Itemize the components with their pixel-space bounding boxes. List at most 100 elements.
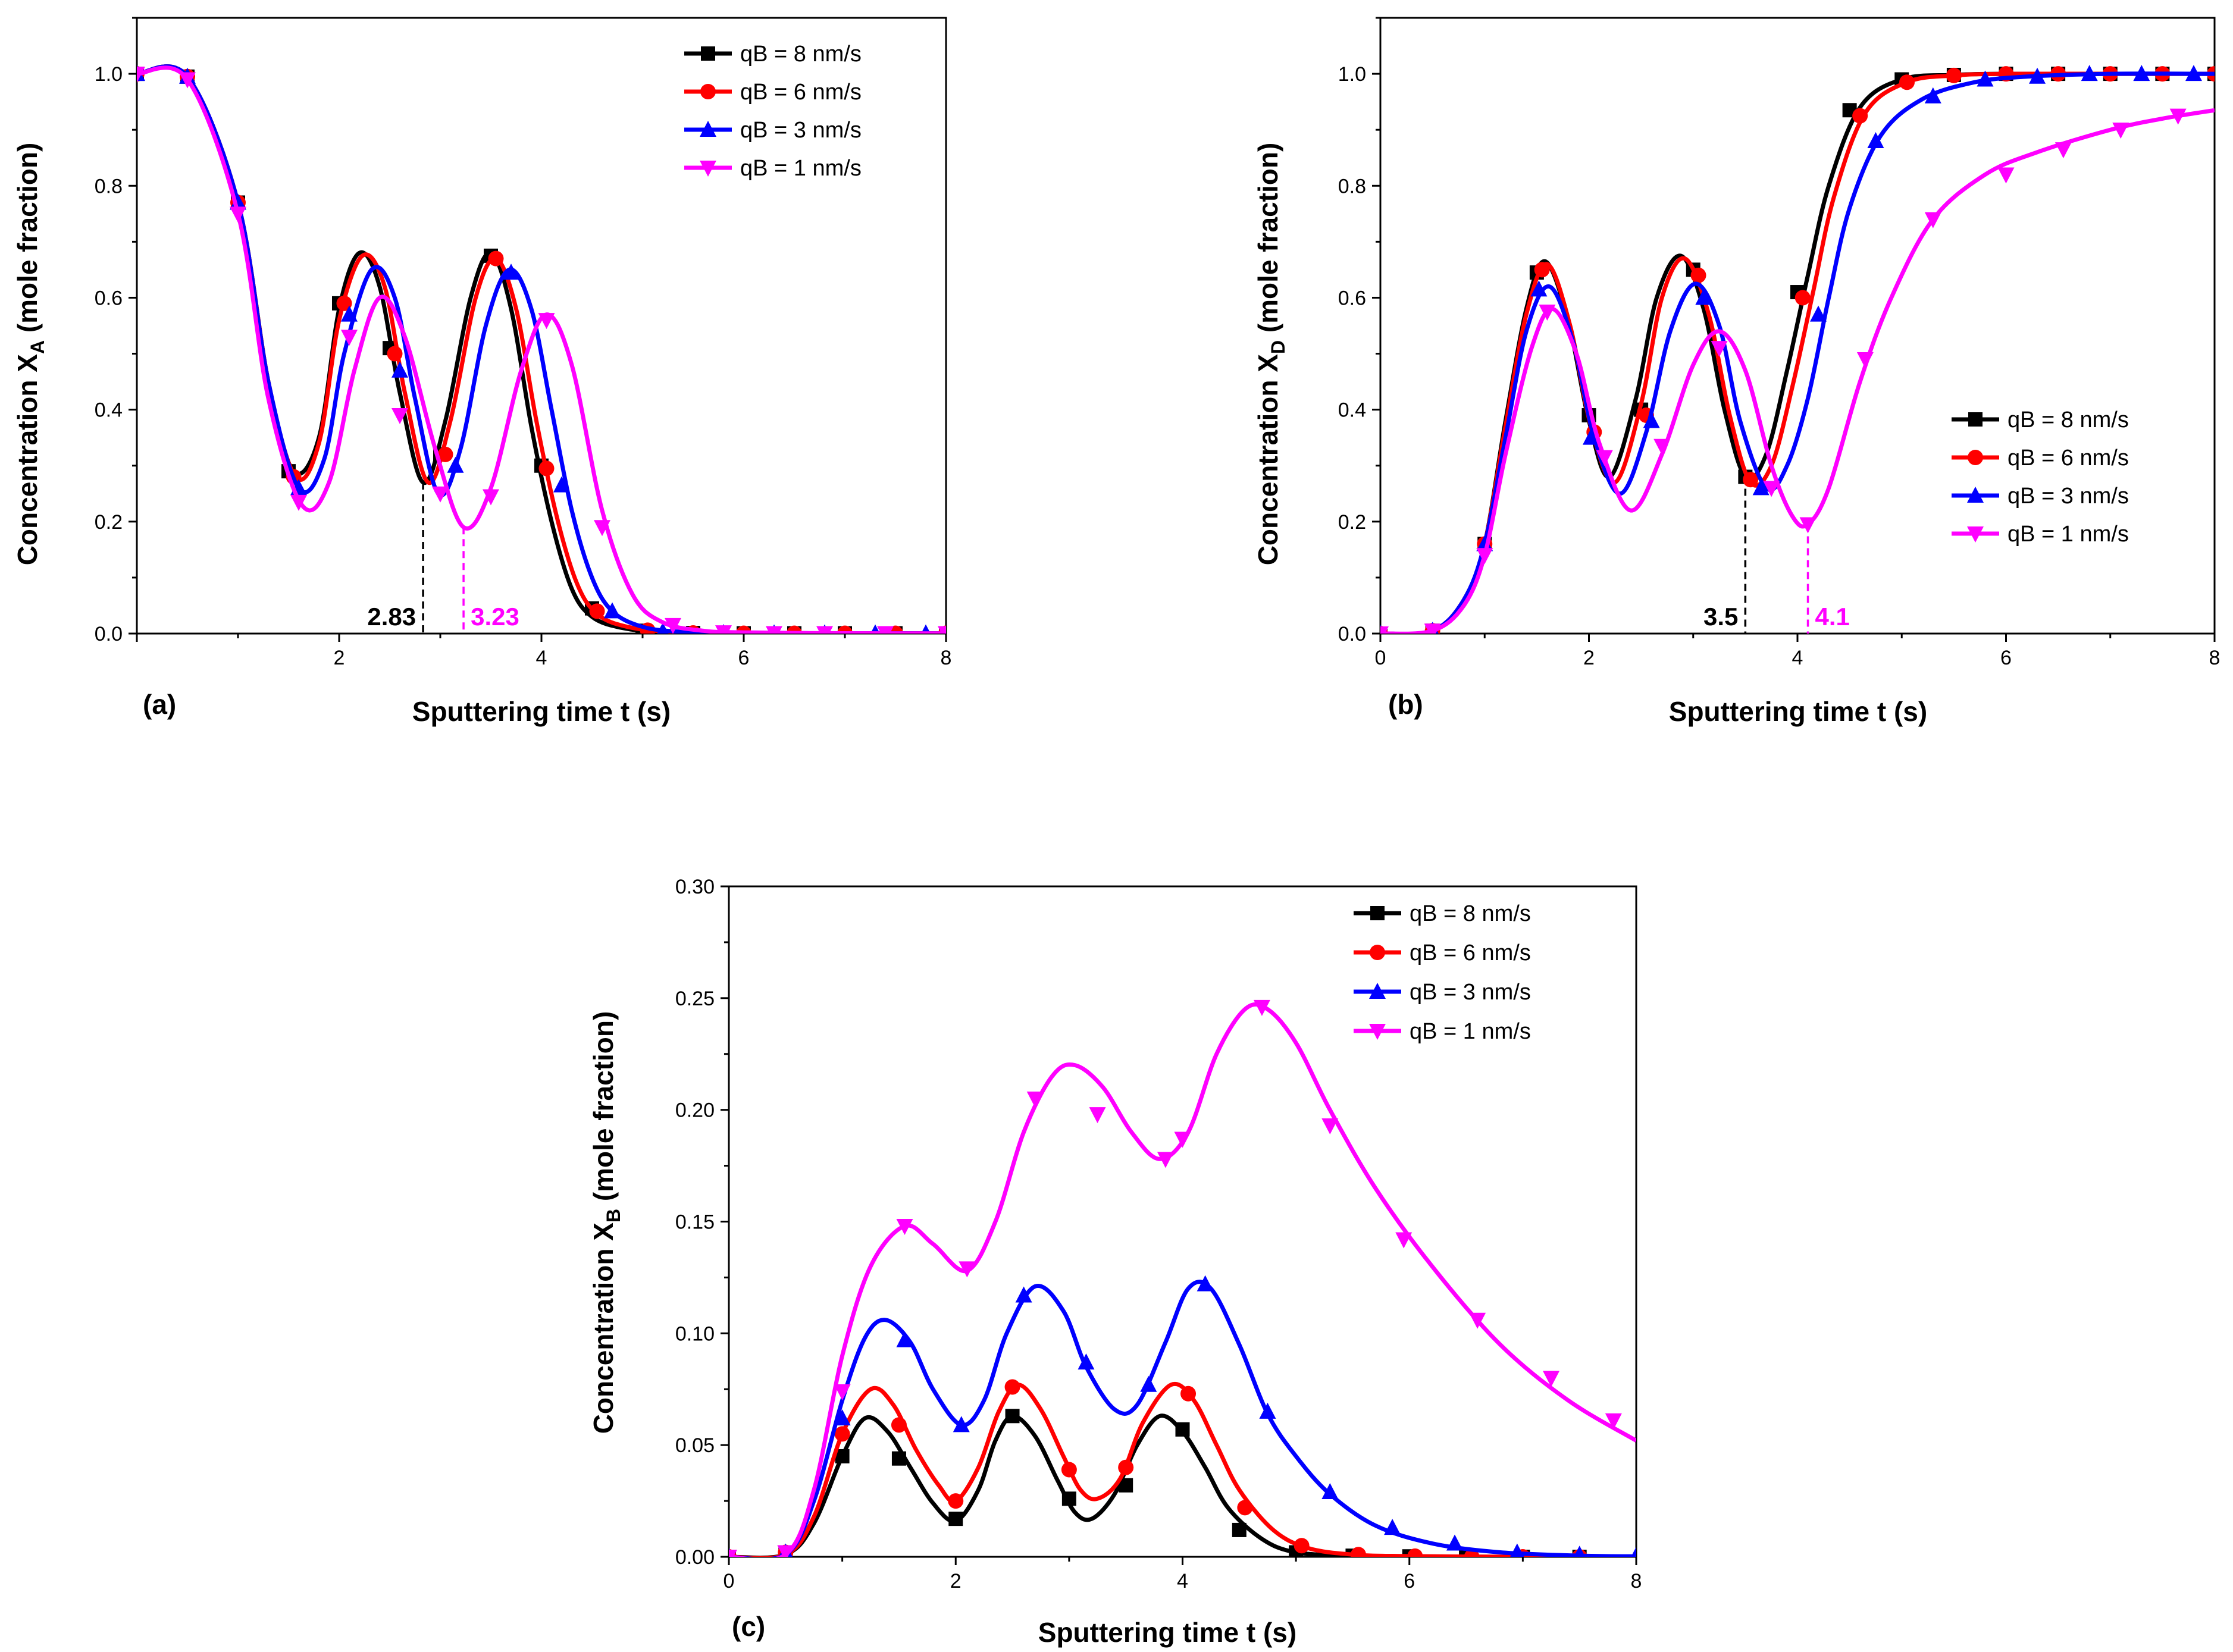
data-point-marker (1530, 280, 1548, 297)
x-tick-label: 6 (2000, 647, 2012, 669)
data-point-marker (594, 520, 610, 537)
data-point-marker (877, 626, 894, 634)
data-point-marker (1852, 108, 1868, 124)
data-point-marker (1424, 623, 1441, 634)
data-point-marker (538, 460, 555, 477)
legend-marker (1968, 450, 1983, 465)
data-point-marker (1695, 289, 1712, 305)
data-point-marker (1446, 1534, 1463, 1551)
legend-label: qB = 6 nm/s (2007, 446, 2129, 471)
legend-label: qB = 1 nm/s (1410, 1019, 1531, 1044)
legend-marker (1968, 412, 1983, 427)
data-point-marker (1763, 481, 1780, 497)
data-point-marker (1174, 1131, 1191, 1148)
data-point-marker (891, 1451, 906, 1466)
data-point-marker (1026, 1091, 1044, 1108)
data-point-marker (1534, 262, 1550, 278)
annotation-label: 4.1 (1815, 603, 1850, 631)
data-point-marker (1856, 352, 1874, 368)
data-point-marker (392, 361, 408, 378)
x-tick-label: 6 (738, 647, 750, 669)
data-point-marker (1543, 1371, 1560, 1387)
data-point-marker (715, 625, 732, 634)
data-point-marker (1321, 1118, 1339, 1134)
y-tick-label: 0.8 (1338, 175, 1366, 198)
series-line (1380, 108, 2215, 634)
y-tick-label: 0.05 (675, 1434, 715, 1457)
data-point-marker (896, 1219, 913, 1236)
legend-label: qB = 3 nm/s (1410, 980, 1531, 1005)
data-point-marker (729, 1550, 737, 1557)
legend-label: qB = 6 nm/s (1410, 941, 1531, 966)
y-tick-label: 0.0 (95, 623, 123, 645)
data-point-marker (341, 305, 358, 322)
data-point-marker (1631, 1547, 1636, 1557)
data-point-marker (1004, 1379, 1020, 1395)
data-point-marker (179, 72, 196, 89)
y-axis-label-suffix: (mole fraction) (12, 143, 43, 340)
data-point-marker (834, 1384, 851, 1401)
legend-label: qB = 1 nm/s (2007, 522, 2129, 547)
legend-marker (1369, 983, 1386, 999)
data-point-marker (2185, 65, 2202, 81)
data-point-marker (483, 489, 499, 506)
y-tick-label: 0.15 (675, 1211, 715, 1234)
y-tick-label: 0.0 (1338, 623, 1366, 645)
y-tick-label: 0.2 (1338, 511, 1366, 534)
data-point-marker (1089, 1107, 1106, 1124)
data-point-marker (437, 446, 453, 462)
data-point-marker (1867, 132, 1884, 148)
data-point-marker (1752, 479, 1770, 496)
data-point-marker (665, 617, 681, 634)
y-tick-label: 0.8 (95, 175, 123, 198)
data-point-marker (953, 1416, 970, 1432)
data-point-marker (657, 622, 669, 634)
data-point-marker (1350, 1547, 1366, 1557)
data-point-marker (553, 476, 570, 493)
x-tick-label: 6 (1404, 1570, 1415, 1593)
data-point-marker (834, 1409, 851, 1426)
data-point-marker (447, 456, 464, 473)
data-point-marker (1583, 428, 1600, 445)
legend-marker (1967, 487, 1984, 503)
data-point-marker (1977, 70, 1994, 87)
data-point-marker (488, 250, 504, 267)
data-point-marker (2133, 65, 2150, 81)
annotation-label: 3.5 (1703, 603, 1738, 631)
data-point-marker (1476, 548, 1493, 565)
data-point-marker (1899, 74, 1915, 90)
data-point-marker (503, 264, 519, 280)
y-tick-label: 0.10 (675, 1322, 715, 1345)
chart-panel-a: Concentration XA (mole fraction) Sputter… (12, 17, 951, 727)
x-tick-label: 4 (1177, 1570, 1188, 1593)
legend-marker (700, 161, 716, 177)
data-point-marker (538, 313, 555, 330)
chart-panel-b: Concentration XD (mole fraction) Sputter… (1252, 17, 2220, 727)
data-point-marker (1573, 1546, 1586, 1557)
data-point-marker (1596, 450, 1613, 466)
data-point-marker (1653, 438, 1671, 455)
annotation-label: 2.83 (367, 603, 416, 631)
data-point-marker (1175, 1422, 1190, 1437)
data-point-marker (1118, 1459, 1134, 1475)
annotation-label: 3.23 (471, 603, 519, 631)
panel-label-a: (a) (143, 689, 176, 720)
data-point-marker (1743, 472, 1759, 488)
data-point-marker (1469, 1312, 1486, 1329)
series-4 (729, 999, 1636, 1557)
data-point-marker (1690, 267, 1706, 283)
data-point-marker (1237, 1500, 1253, 1516)
data-point-marker (2112, 123, 2129, 139)
legend-label: qB = 8 nm/s (740, 42, 862, 67)
data-point-marker (1395, 1232, 1413, 1249)
data-point-marker (1510, 1543, 1524, 1557)
panel-label-b: (b) (1388, 689, 1423, 720)
data-point-marker (920, 624, 931, 634)
series-line (729, 1280, 1636, 1557)
data-point-marker (1407, 1548, 1423, 1557)
data-point-marker (230, 206, 246, 223)
y-tick-label: 0.20 (675, 1099, 715, 1122)
legend-marker (1967, 526, 1984, 543)
y-tick-label: 0.2 (95, 511, 123, 534)
